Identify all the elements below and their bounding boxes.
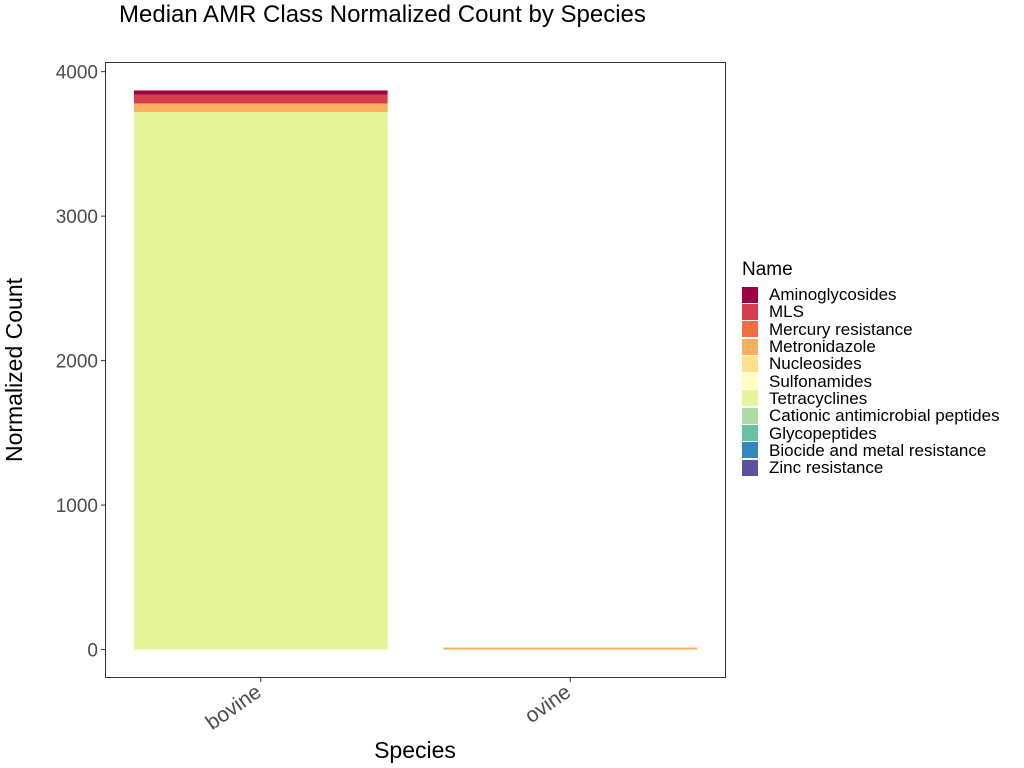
y-axis-label: Normalized Count <box>1 277 27 462</box>
legend-swatch <box>742 425 758 442</box>
bar-bovine-mls <box>133 94 388 104</box>
legend-item-glycopeptides: Glycopeptides <box>742 423 1000 443</box>
legend-swatch <box>742 407 758 424</box>
bars-layer <box>133 90 698 650</box>
legend-label: MLS <box>769 302 804 322</box>
plot-panel-border <box>105 62 726 678</box>
legend-title: Name <box>742 259 793 280</box>
legend-label: Cationic antimicrobial peptides <box>769 406 1000 426</box>
y-tick-label: 1000 <box>56 496 98 517</box>
bar-ovine-metronidazole <box>443 647 698 650</box>
x-axis: bovine ovine <box>202 677 575 735</box>
legend: Name Aminoglycosides MLS Mercury resistanc… <box>742 258 1000 476</box>
bar-bovine-aminoglycosides <box>133 90 388 95</box>
legend-swatch <box>742 442 758 459</box>
legend-swatch <box>742 286 758 303</box>
legend-label: Sulfonamides <box>769 371 873 391</box>
legend-swatch <box>742 355 758 372</box>
x-tick-label-bovine: bovine <box>202 680 266 734</box>
legend-swatch <box>742 303 758 320</box>
legend-label: Aminoglycosides <box>769 285 897 305</box>
legend-item-zinc-resistance: Zinc resistance <box>742 459 1000 476</box>
legend-label: Nucleosides <box>769 354 862 374</box>
legend-swatch <box>742 390 758 407</box>
legend-swatch <box>742 459 758 476</box>
chart-title: Median AMR Class Normalized Count by Spe… <box>119 1 646 28</box>
legend-item-nucleosides: Nucleosides <box>742 355 1000 372</box>
legend-label: Zinc resistance <box>769 458 884 478</box>
y-tick-label: 3000 <box>56 207 98 228</box>
legend-item-aminoglycosides: Aminoglycosides <box>742 286 1000 303</box>
bar-bovine-metronidazole <box>133 103 388 113</box>
legend-label: Mercury resistance <box>769 319 913 339</box>
legend-item-biocide-and-metal-resistance: Biocide and metal resistance <box>742 442 1000 459</box>
legend-item-tetracyclines: Tetracyclines <box>742 390 1000 407</box>
legend-item-metronidazole: Metronidazole <box>742 338 1000 355</box>
legend-swatch <box>742 321 758 338</box>
x-axis-label: Species <box>374 737 456 763</box>
legend-label: Glycopeptides <box>769 423 877 443</box>
y-axis: 0 1000 2000 3000 4000 <box>56 63 106 662</box>
legend-items: Aminoglycosides MLS Mercury resistance Metr… <box>742 286 1000 476</box>
x-tick-label-ovine: ovine <box>521 680 575 728</box>
y-tick-label: 4000 <box>56 63 98 84</box>
legend-swatch <box>742 373 758 390</box>
legend-swatch <box>742 338 758 355</box>
legend-label: Tetracyclines <box>769 388 868 408</box>
legend-item-sulfonamides: Sulfonamides <box>742 371 1000 391</box>
legend-label: Metronidazole <box>769 337 876 357</box>
legend-item-mls: MLS <box>742 303 1000 320</box>
legend-label: Biocide and metal resistance <box>769 440 987 460</box>
legend-item-mercury-resistance: Mercury resistance <box>742 321 1000 338</box>
y-tick-label: 0 <box>87 641 98 662</box>
legend-item-cationic-antimicrobial-peptides: Cationic antimicrobial peptides <box>742 407 1000 424</box>
bar-bovine-tetracyclines <box>133 112 388 650</box>
y-tick-label: 2000 <box>56 352 98 373</box>
